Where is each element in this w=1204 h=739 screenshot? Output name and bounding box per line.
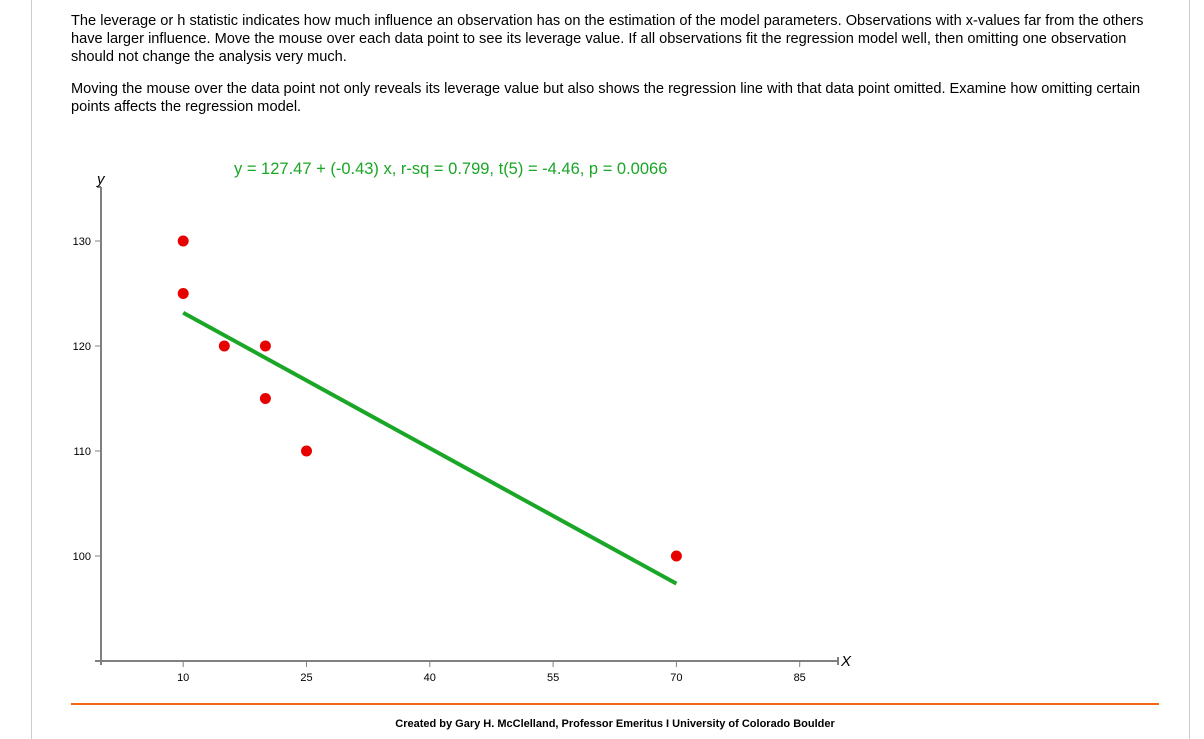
y-axis: y 100 110 120 130 bbox=[73, 171, 106, 665]
y-tick-label: 110 bbox=[73, 446, 91, 458]
data-point[interactable] bbox=[301, 445, 312, 457]
x-tick-label: 10 bbox=[177, 672, 189, 684]
regression-equation: y = 127.47 + (-0.43) x, r-sq = 0.799, t(… bbox=[234, 160, 668, 178]
intro-paragraph-1: The leverage or h statistic indicates ho… bbox=[71, 13, 1144, 65]
data-points bbox=[177, 235, 682, 562]
intro-paragraph-2: Moving the mouse over the data point not… bbox=[71, 81, 1141, 115]
regression-line bbox=[182, 310, 678, 586]
regression-line-path bbox=[182, 310, 678, 586]
footer-divider bbox=[71, 703, 1159, 705]
x-tick-label: 70 bbox=[670, 672, 682, 684]
y-tick-label: 100 bbox=[73, 551, 91, 563]
page-right-border bbox=[1189, 0, 1190, 739]
data-point[interactable] bbox=[177, 235, 189, 247]
x-tick-label: 85 bbox=[794, 672, 806, 684]
x-axis-title: X bbox=[840, 653, 852, 670]
x-tick-label: 25 bbox=[300, 672, 312, 684]
y-tick-label: 120 bbox=[73, 341, 91, 353]
page-left-border bbox=[31, 0, 32, 739]
y-axis-title: y bbox=[96, 171, 106, 188]
data-point[interactable] bbox=[177, 288, 189, 299]
data-point[interactable] bbox=[259, 340, 271, 352]
y-tick-label: 130 bbox=[73, 236, 91, 248]
data-point[interactable] bbox=[259, 393, 271, 404]
footer-credit: Created by Gary H. McClelland, Professor… bbox=[395, 718, 835, 730]
x-tick-label: 40 bbox=[424, 672, 436, 684]
data-point[interactable] bbox=[670, 550, 682, 562]
data-point[interactable] bbox=[218, 340, 230, 352]
x-tick-label: 55 bbox=[547, 672, 559, 684]
intro-text: The leverage or h statistic indicates ho… bbox=[71, 12, 1161, 130]
x-axis: X 10 25 40 55 70 85 bbox=[95, 653, 852, 684]
